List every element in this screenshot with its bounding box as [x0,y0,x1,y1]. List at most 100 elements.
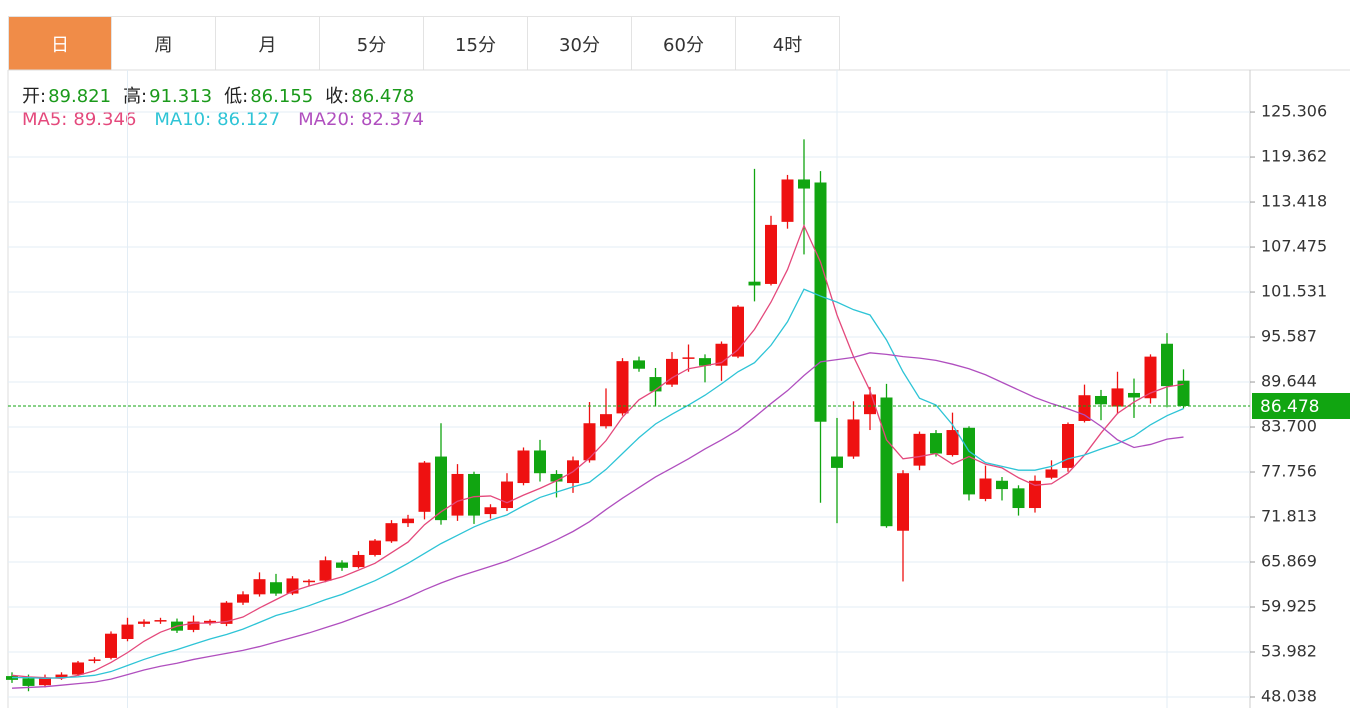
candle-body [39,677,51,686]
ohlc-label: 低: [224,86,249,107]
last-price-box [1252,392,1350,419]
y-tick-label: 53.982 [1261,642,1317,661]
candle-body [831,456,843,468]
legend-value: 89.346 [73,109,137,130]
candle-body [468,473,480,516]
candle-body [1128,392,1140,398]
candle-body [847,419,860,457]
period-tab[interactable]: 5分 [320,16,424,70]
candle-body [517,450,530,484]
candle-body [979,478,992,499]
ohlc-value: 86.478 [351,86,415,107]
ohlc-header: 开: 89.821 高: 91.313 低: 86.155 收: 86.478 [22,82,426,108]
candle-body [237,594,249,603]
period-tab[interactable]: 30分 [528,16,632,70]
candle-body [501,481,513,509]
candle-body [1111,388,1124,407]
candle-body [583,423,596,461]
ohlc-label: 收: [325,86,350,107]
candle-body [1045,469,1058,478]
candle-body [253,579,266,595]
legend-value: 82.374 [360,109,424,130]
candle-body [187,621,200,630]
ohlc-value: 89.821 [48,86,112,107]
y-tick-label: 95.587 [1261,327,1317,346]
y-tick-label: 125.306 [1261,102,1327,121]
ma-line [11,223,1184,680]
y-tick-label: 65.869 [1261,552,1317,571]
ohlc-value: 91.313 [149,86,213,107]
legend-label: MA20: [298,109,355,130]
candle-body [22,678,35,686]
y-tick-label: 71.813 [1261,507,1317,526]
candle-body [814,182,827,422]
ma-line [11,352,1184,689]
y-tick-label: 89.644 [1261,372,1317,391]
ma-line [12,288,1184,680]
candle-body [319,560,332,581]
y-tick-label: 119.362 [1261,147,1327,166]
candle-body [336,562,348,568]
candle-body [633,360,645,369]
last-price-label: 86.478 [1260,397,1319,417]
candle-body [930,433,942,454]
candle-body [88,659,101,661]
candle-body [385,523,398,542]
candle-body [963,427,975,495]
period-tab[interactable]: 4时 [736,16,840,70]
candle-body [666,358,678,385]
legend-value: 86.127 [217,109,281,130]
ohlc-value: 86.155 [250,86,314,107]
candle-body [600,414,612,427]
period-tabs: 日周月 5分 15分 30分 60分 4时 [8,16,840,70]
candle-body [138,621,150,624]
candle-body [699,358,711,366]
y-tick-label: 113.418 [1261,192,1327,211]
candle-body [303,580,315,583]
candle-body [996,480,1008,490]
candle-body [352,554,365,568]
period-tab[interactable]: 60分 [632,16,736,70]
candle-body [451,473,464,516]
candle-body [1144,356,1157,399]
y-tick-label: 83.700 [1261,417,1317,436]
candle-body [781,179,794,222]
candle-body [616,361,629,414]
candle-body [1161,343,1173,387]
candle-body [121,624,134,639]
candle-body [897,473,909,531]
candle-body [402,518,414,524]
candle-body [1177,380,1190,406]
candle-body [435,456,447,521]
candle-body [105,633,117,658]
candle-body [682,357,695,359]
candle-body [72,662,84,675]
period-tab[interactable]: 月 [216,16,320,70]
candle-body [1012,488,1025,509]
candle-body [534,450,546,474]
candle-body [880,397,893,527]
candle-body [1078,395,1091,421]
candle-body [798,179,810,189]
ohlc-label: 高: [123,86,148,107]
y-tick-label: 101.531 [1261,282,1327,301]
period-tab[interactable]: 周 [112,16,216,70]
candle-body [913,433,926,466]
y-tick-label: 107.475 [1261,237,1327,256]
candle-body [765,224,777,284]
candle-body [550,473,563,482]
candle-body [369,540,381,555]
candle-body [55,674,68,678]
period-tab[interactable]: 日 [8,16,112,70]
candle-body [154,620,167,622]
candle-body [484,507,497,515]
candle-body [732,306,744,357]
ohlc-label: 开: [22,86,47,107]
ma-header: MA5: 89.346 MA10: 86.127 MA20: 82.374 [22,109,442,130]
candle-body [1029,480,1041,509]
period-tab[interactable]: 15分 [424,16,528,70]
candle-body [1062,423,1074,468]
y-tick-label: 59.925 [1261,597,1317,616]
